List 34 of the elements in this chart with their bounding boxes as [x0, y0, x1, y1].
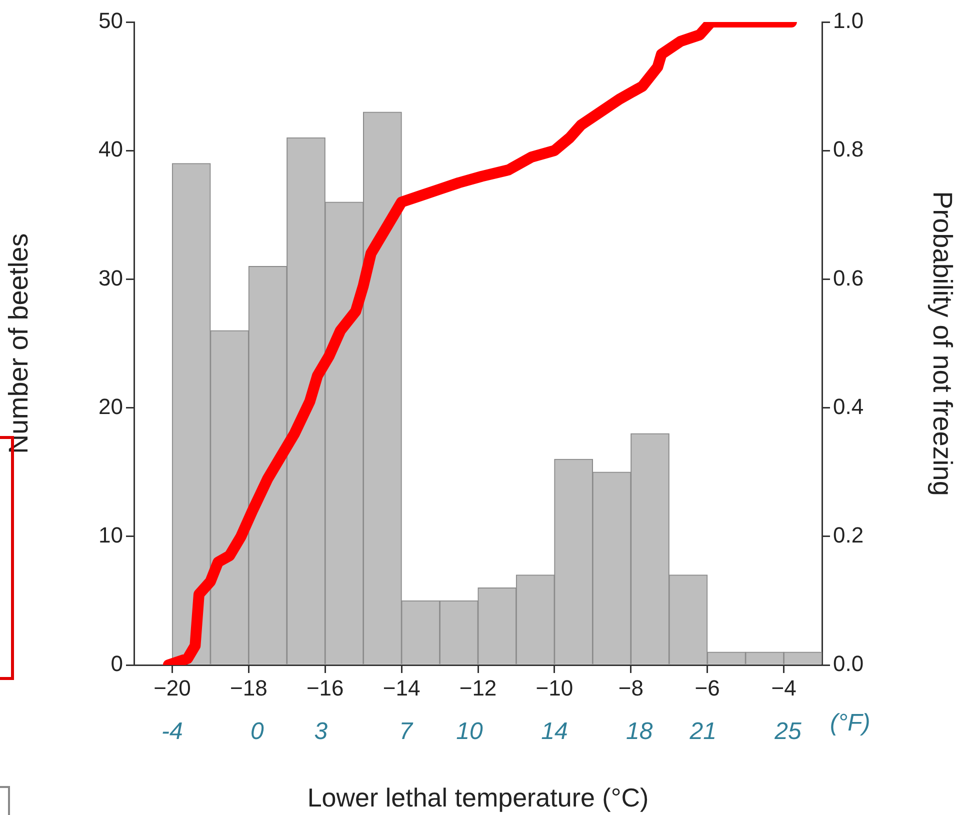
y-tick-label: 30 [98, 265, 123, 290]
y2-tick-label: 0.2 [833, 522, 864, 548]
y2-tick-label: 0.6 [833, 265, 864, 290]
x-tick-label: −18 [230, 675, 268, 700]
x2-tick-label: 21 [688, 718, 716, 746]
x-tick-label: −20 [154, 675, 191, 700]
y2-axis-title: Probability of not freezing [927, 191, 958, 496]
x-tick-label: −16 [306, 675, 344, 700]
y2-tick-label: 1.0 [833, 8, 864, 34]
x2-tick-label: 14 [541, 718, 568, 746]
y-axis-title: Number of beetles [4, 233, 34, 454]
y-tick-label: 20 [98, 394, 123, 419]
x2-tick-label: 7 [399, 718, 414, 746]
x-tick-label: −4 [771, 675, 796, 700]
x2-tick-label: -4 [162, 718, 183, 746]
x-tick-label: −12 [459, 675, 497, 700]
x-tick-label: −10 [536, 675, 574, 700]
x2-tick-label: 18 [626, 718, 654, 746]
y-tick-label: 0 [110, 651, 123, 676]
y2-tick-label: 0.8 [833, 136, 864, 162]
x2-tick-label: 25 [774, 718, 802, 746]
x2-axis-title: (°F) [830, 710, 870, 737]
x2-tick-label: 3 [314, 718, 328, 746]
x-axis-title: Lower lethal temperature (°C) [307, 782, 649, 813]
x-tick-label: −14 [382, 675, 420, 700]
x2-tick-label: 10 [456, 718, 484, 746]
y-tick-label: 10 [98, 522, 123, 548]
x-tick-label: −8 [618, 675, 644, 700]
y-tick-label: 40 [98, 136, 123, 162]
y2-tick-label: 0.0 [833, 651, 864, 676]
y-tick-label: 50 [98, 8, 123, 34]
y2-tick-label: 0.4 [833, 394, 864, 419]
x-tick-label: −6 [694, 675, 720, 700]
x2-tick-label: 0 [250, 718, 264, 746]
